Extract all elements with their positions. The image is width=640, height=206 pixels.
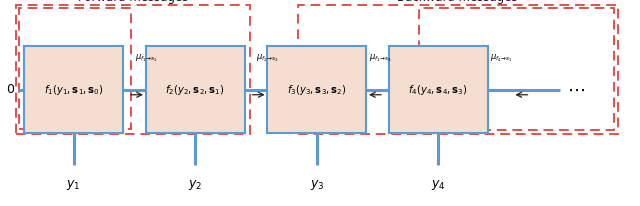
Text: $\mathit{f}_1(y_1,\mathbf{s}_1,\mathbf{s}_0)$: $\mathit{f}_1(y_1,\mathbf{s}_1,\mathbf{s… — [44, 83, 104, 97]
Text: Backward messages: Backward messages — [397, 0, 518, 4]
Text: $\mu_{f_4\!\to\! s_1}$: $\mu_{f_4\!\to\! s_1}$ — [490, 52, 513, 64]
Text: $y_3$: $y_3$ — [310, 178, 324, 192]
Bar — [298, 5, 618, 134]
Text: $y_4$: $y_4$ — [431, 178, 445, 192]
Bar — [268, 46, 366, 133]
Text: $0$: $0$ — [6, 83, 15, 96]
Text: $\mu_{f_2\!\to\! s_2}$: $\mu_{f_2\!\to\! s_2}$ — [256, 52, 279, 64]
Bar — [419, 8, 614, 130]
Text: $y_2$: $y_2$ — [188, 178, 202, 192]
Text: $\mathit{f}_4(y_4,\mathbf{s}_4,\mathbf{s}_3)$: $\mathit{f}_4(y_4,\mathbf{s}_4,\mathbf{s… — [408, 83, 468, 97]
Bar — [389, 46, 488, 133]
Text: $\cdots$: $\cdots$ — [567, 81, 585, 99]
Bar — [19, 8, 131, 129]
Text: $\mu_{f_3\!\to\! s_3}$: $\mu_{f_3\!\to\! s_3}$ — [369, 52, 392, 64]
Bar — [146, 46, 244, 133]
Text: $\mu_{f_1\!\to\! s_1}$: $\mu_{f_1\!\to\! s_1}$ — [134, 52, 157, 64]
Bar — [16, 5, 250, 134]
Text: $\mathit{f}_3(y_3,\mathbf{s}_3,\mathbf{s}_2)$: $\mathit{f}_3(y_3,\mathbf{s}_3,\mathbf{s… — [287, 83, 347, 97]
Text: $\mathit{f}_2(y_2,\mathbf{s}_2,\mathbf{s}_1)$: $\mathit{f}_2(y_2,\mathbf{s}_2,\mathbf{s… — [165, 83, 225, 97]
Text: $y_1$: $y_1$ — [67, 178, 81, 192]
Text: Forward messages: Forward messages — [77, 0, 188, 4]
Bar — [24, 46, 123, 133]
